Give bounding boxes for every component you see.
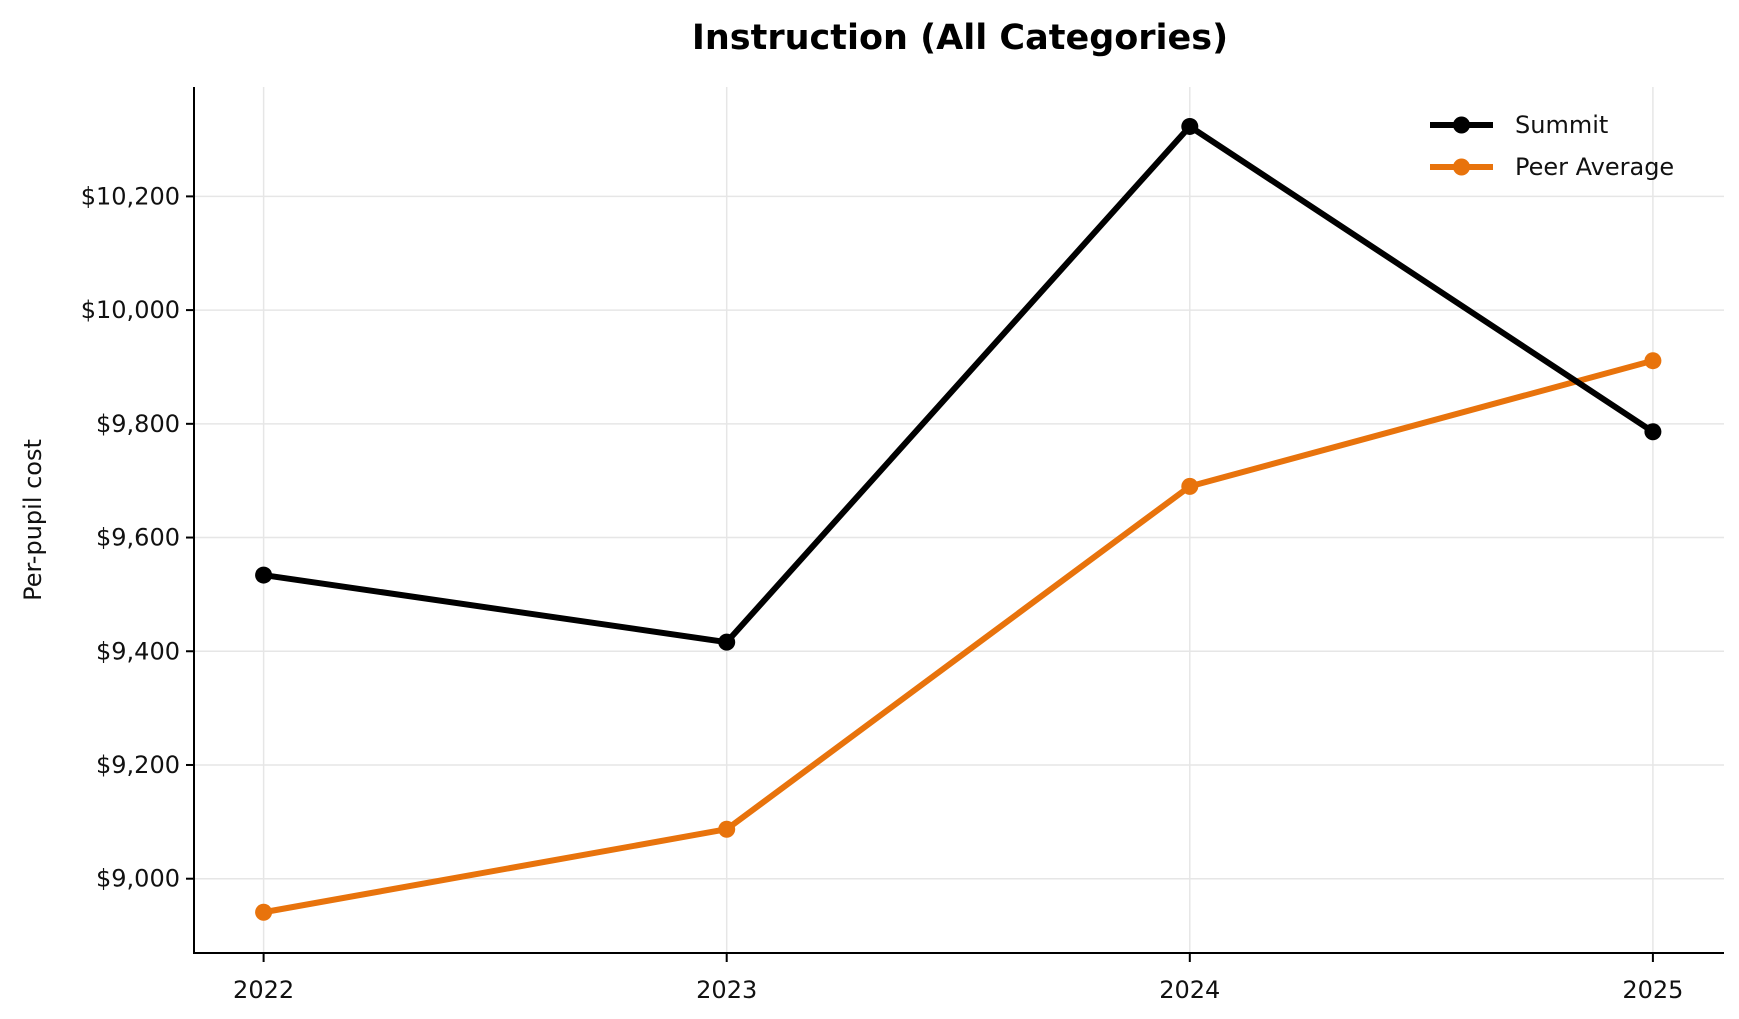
y-tick-label: $9,000	[96, 865, 180, 893]
x-tick-label: 2023	[696, 976, 757, 1004]
data-point-marker	[718, 820, 736, 838]
y-tick-label: $10,000	[81, 296, 180, 324]
y-tick-label: $9,800	[96, 410, 180, 438]
legend-item-summit: Summit	[1430, 111, 1608, 139]
axes	[193, 87, 1724, 954]
data-point-marker	[1644, 352, 1662, 370]
data-point-marker	[1644, 423, 1662, 441]
chart-title: Instruction (All Categories)	[692, 18, 1228, 58]
y-axis-label: Per-pupil cost	[19, 439, 47, 601]
y-tick-label: $9,200	[96, 751, 180, 779]
data-point-marker	[1181, 477, 1199, 495]
y-tick-label: $9,600	[96, 524, 180, 552]
x-tick-label: 2025	[1622, 976, 1683, 1004]
y-tick-label: $9,400	[96, 637, 180, 665]
legend-label: Peer Average	[1515, 153, 1674, 181]
legend-marker-icon	[1453, 116, 1470, 134]
series-peer-average	[255, 352, 1662, 921]
x-axis-ticks: 2022 2023 2024 2025	[233, 953, 1683, 1004]
legend: Summit Peer Average	[1430, 111, 1674, 181]
y-tick-label: $10,200	[81, 182, 180, 210]
series-summit	[255, 117, 1662, 651]
series-line	[260, 123, 1656, 646]
data-point-marker	[1181, 117, 1199, 135]
legend-item-peer-average: Peer Average	[1430, 153, 1674, 181]
legend-label: Summit	[1515, 111, 1608, 139]
y-axis-ticks: $9,000 $9,200 $9,400 $9,600 $9,800 $10,000 $10…	[81, 182, 194, 893]
grid-lines	[194, 87, 1724, 953]
data-point-marker	[255, 903, 273, 921]
data-point-marker	[718, 633, 736, 651]
x-tick-label: 2022	[233, 976, 294, 1004]
x-tick-label: 2024	[1159, 976, 1220, 1004]
legend-marker-icon	[1453, 158, 1470, 176]
plot-series	[255, 117, 1662, 921]
series-line	[260, 357, 1656, 916]
data-point-marker	[255, 566, 273, 584]
